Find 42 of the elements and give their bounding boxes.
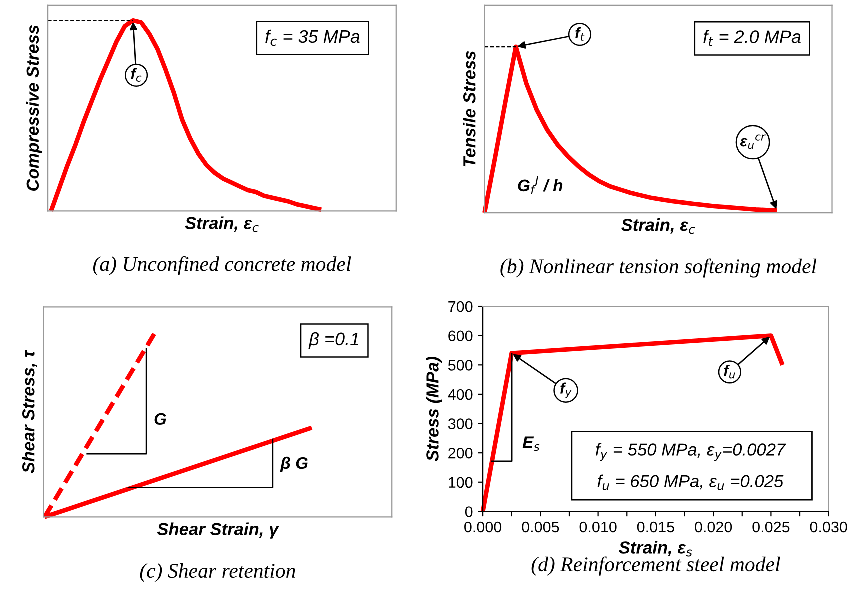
text: f$_{t}$ [576, 27, 585, 41]
y-axis-title: Tensile Stress [463, 51, 476, 167]
annotation: β =0.1 [308, 332, 359, 350]
y-tick-label: 400 [448, 389, 473, 400]
y-axis-title: Stress (MPa) [426, 357, 442, 462]
text: (b) Nonlinear tension softening model [500, 258, 817, 278]
annotation: E$_{s}$ [522, 436, 540, 452]
text: f$_{t}$ = 2.0 MPa [704, 30, 801, 46]
annotation: f$_{c}$ = 35 MPa [266, 30, 360, 46]
x-tick-label: 0.000 [464, 522, 502, 533]
y-tick-label: 0 [465, 506, 473, 518]
y-tick-label: 100 [449, 477, 473, 488]
y-axis-title: Shear Stress, τ [22, 350, 38, 474]
x-axis-title: Strain, ε$_{s}$ [619, 541, 692, 557]
annotation: G$_{f}$$^{I}$ / h [518, 176, 563, 194]
y-axis-title: Compressive Stress [26, 25, 42, 191]
x-tick-label: 0.025 [752, 522, 790, 533]
annotation: β G [280, 456, 308, 472]
text: (c) Shear retention [140, 563, 296, 582]
annotation: ε$_{u}$$^{cr}$ [740, 134, 766, 150]
text: (a) Unconfined concrete model [93, 256, 352, 276]
x-tick-label: 0.030 [810, 522, 848, 533]
x-axis-title: Shear Strain, γ [157, 522, 280, 539]
x-axis-title: Strain, ε$_{c}$ [185, 216, 259, 232]
y-tick-label: 200 [448, 448, 473, 459]
x-tick-label: 0.020 [695, 522, 732, 533]
annotation: f$_{c}$ [131, 68, 142, 82]
y-tick-label: 500 [448, 360, 473, 371]
line-series [480, 334, 785, 514]
annotation: G [154, 413, 166, 426]
y-tick-label: 300 [448, 418, 473, 430]
y-tick-label: 700 [448, 301, 473, 312]
y-tick-label: 600 [448, 330, 473, 342]
annotation: f$_{u}$ = 650 MPa, ε$_{u}$ =0.025 [598, 474, 784, 490]
annotation: f$_{y}$ = 550 MPa, ε$_{y}$=0.0027 [596, 443, 786, 462]
annotation: f$_{u}$ [724, 364, 736, 379]
x-axis-title: Strain, ε$_{c}$ [621, 218, 696, 234]
text: (d) Reinforcement steel model [532, 556, 780, 576]
x-tick-label: 0.010 [580, 522, 617, 533]
annotation: f$_{y}$ [560, 382, 572, 399]
x-tick-label: 0.015 [637, 522, 674, 533]
x-tick-label: 0.005 [522, 522, 560, 533]
